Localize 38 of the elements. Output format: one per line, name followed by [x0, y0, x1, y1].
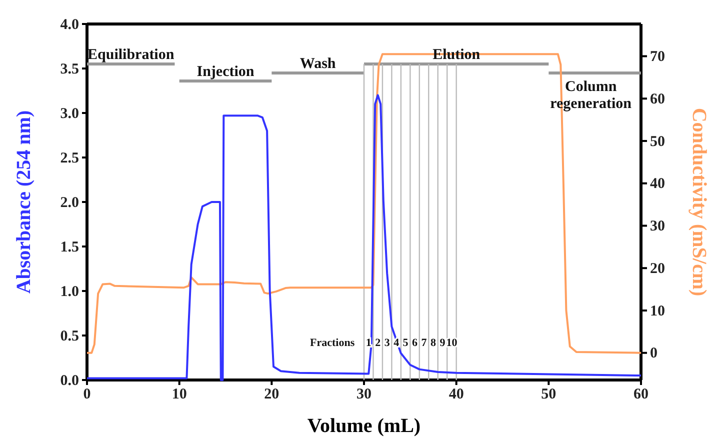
annotation: 2: [375, 337, 382, 350]
annotation: 3: [384, 337, 390, 350]
x-tick-label: 30: [356, 386, 372, 403]
y-tick-label: 2.0: [60, 194, 79, 211]
y2-axis-title: Conductivity (mS/cm): [688, 108, 710, 296]
y-tick-label: 1.5: [60, 239, 79, 256]
y2-tick-label: 60: [650, 91, 665, 108]
x-axis-title: Volume (mL): [307, 415, 421, 437]
y2-tick-label: 20: [650, 260, 665, 277]
y-tick-label: 1.0: [60, 284, 79, 300]
annotation: Fractions: [310, 337, 356, 350]
series-label: Wash: [300, 56, 336, 72]
annotation: 10: [446, 337, 458, 350]
y-tick-label: 3.5: [60, 61, 79, 78]
y2-tick-label: 50: [650, 134, 665, 150]
x-tick-label: 50: [541, 386, 556, 403]
x-tick-label: 20: [264, 386, 280, 403]
x-tick-label: 60: [634, 386, 648, 403]
y-tick-label: 0.5: [60, 328, 79, 344]
x-tick-label: 10: [172, 386, 187, 403]
y2-tick-label: 10: [650, 303, 665, 320]
annotation: 9: [440, 337, 446, 350]
y-tick-label: 2.5: [60, 150, 79, 166]
x-tick-label: 0: [83, 386, 91, 403]
y2-tick-label: 0: [650, 346, 658, 362]
y-axis-title: Absorbance (254 nm): [13, 110, 35, 294]
y2-tick-label: 40: [650, 176, 665, 192]
y-tick-label: 0.0: [60, 372, 79, 389]
annotation: 7: [421, 337, 428, 350]
annotation: 6: [412, 337, 418, 350]
y-tick-label: 4.0: [60, 16, 79, 33]
series-label: Injection: [196, 64, 255, 80]
y2-tick-label: 70: [650, 49, 665, 66]
x-tick-label: 40: [448, 386, 464, 403]
annotation: 8: [430, 337, 436, 350]
y-tick-label: 3.0: [60, 106, 79, 122]
y2-tick-label: 30: [650, 218, 665, 235]
annotation: 5: [402, 337, 409, 350]
